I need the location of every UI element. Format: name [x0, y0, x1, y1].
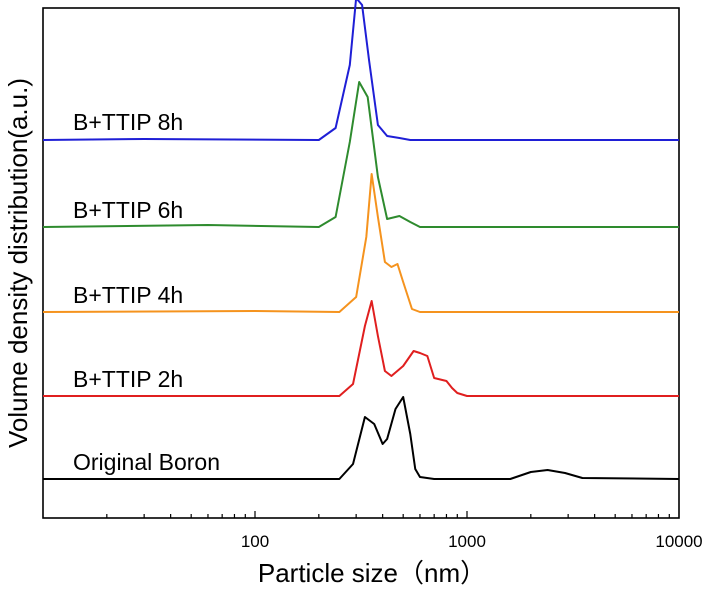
series-label: Original Boron	[73, 449, 220, 475]
x-axis-tick-labels: 100 1000 10000	[241, 532, 703, 551]
x-axis-title: Particle size（nm）	[258, 558, 486, 588]
series-label: B+TTIP 4h	[73, 282, 183, 308]
x-axis-ticks	[106, 511, 670, 518]
plot-frame	[42, 7, 680, 519]
series-labels: Original Boron B+TTIP 2h B+TTIP 4h B+TTIP 6…	[73, 109, 220, 475]
series-label: B+TTIP 8h	[73, 109, 183, 135]
series-lines	[42, 0, 680, 480]
series-label: B+TTIP 6h	[73, 197, 183, 223]
x-tick-label: 1000	[448, 532, 486, 551]
x-tick-label: 100	[241, 532, 269, 551]
series-line-b-ttip-8h	[42, 0, 679, 141]
series-line-b-ttip-6h	[42, 81, 679, 228]
x-tick-label: 10000	[655, 532, 702, 551]
y-axis-title: Volume density distribution(a.u.)	[3, 78, 33, 448]
series-line-b-ttip-4h	[42, 173, 679, 313]
series-line-original-boron	[43, 396, 680, 480]
series-line-b-ttip-2h	[43, 300, 679, 397]
series-label: B+TTIP 2h	[73, 366, 183, 392]
